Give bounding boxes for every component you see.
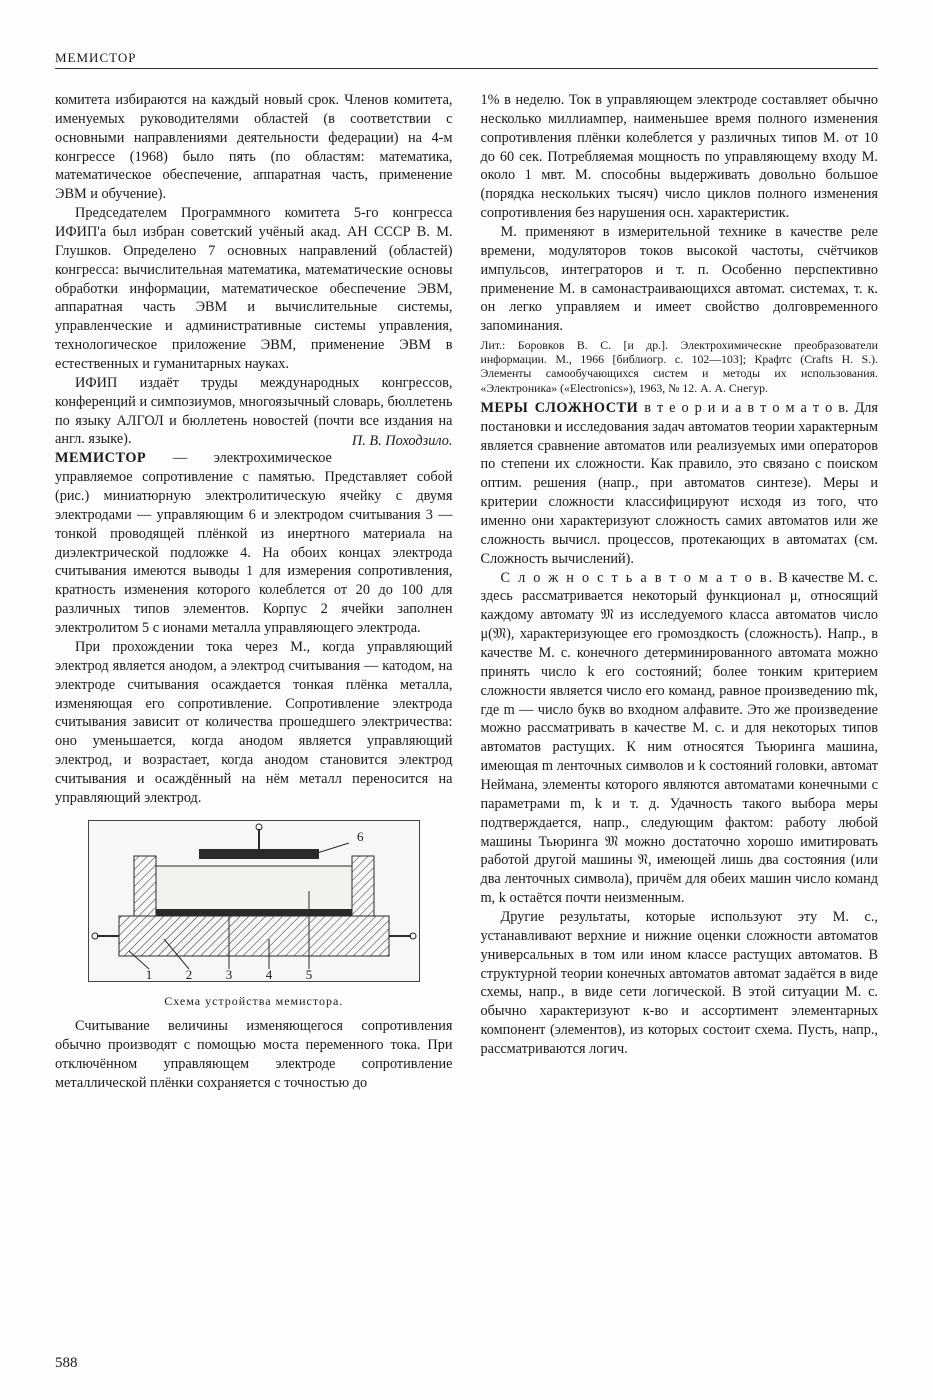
entry-headword: МЕМИСТОР: [55, 450, 146, 466]
memistor-diagram-svg: 1 2 3 4 5 6: [88, 820, 420, 982]
paragraph: С л о ж н о с т ь а в т о м а т о в. В к…: [481, 569, 879, 908]
paragraph: ИФИП издаёт труды международных конгресс…: [55, 374, 453, 449]
memistor-figure: 1 2 3 4 5 6 Схема устройства мемистора.: [55, 820, 453, 1010]
svg-text:2: 2: [186, 967, 193, 982]
svg-text:3: 3: [226, 967, 233, 982]
paragraph: Считывание величины изменяющегося сопрот…: [55, 1017, 453, 1092]
paragraph: М. применяют в измерительной технике в к…: [481, 223, 879, 336]
paragraph: При прохождении тока через М., когда упр…: [55, 638, 453, 808]
svg-text:6: 6: [357, 829, 364, 844]
paragraph-text: В качестве М. с. здесь рассматривается н…: [481, 570, 879, 907]
paragraph: Другие результаты, которые используют эт…: [481, 908, 879, 1059]
page-number: 588: [55, 1355, 78, 1372]
paragraph: 1% в неделю. Ток в управляющем электроде…: [481, 91, 879, 223]
svg-text:5: 5: [306, 967, 313, 982]
paragraph: Председателем Программного комитета 5-го…: [55, 204, 453, 374]
figure-caption: Схема устройства мемистора.: [55, 994, 453, 1010]
entry-spaced: в т е о р и и а в т о м а т о в.: [638, 400, 848, 416]
entry-memistor: МЕМИСТОР — электрохимическое управляемое…: [55, 449, 453, 638]
entry-mery-slozhnosti: МЕРЫ СЛОЖНОСТИ в т е о р и и а в т о м а…: [481, 399, 879, 569]
entry-body: Для постановки и исследования задач авто…: [481, 400, 879, 567]
author-signature: П. В. Походзило.: [332, 432, 453, 451]
running-header: МЕМИСТОР: [55, 50, 878, 69]
svg-text:1: 1: [146, 967, 153, 982]
svg-text:4: 4: [266, 967, 273, 982]
subsection-head: С л о ж н о с т ь а в т о м а т о в.: [501, 570, 775, 586]
literature-reference: Лит.: Боровков В. С. [и др.]. Электрохим…: [481, 338, 879, 395]
paragraph: комитета избираются на каждый новый срок…: [55, 91, 453, 204]
entry-body: — электрохимическое управляемое сопротив…: [55, 450, 453, 636]
text-columns: комитета избираются на каждый новый срок…: [55, 91, 878, 1093]
entry-headword: МЕРЫ СЛОЖНОСТИ: [481, 400, 639, 416]
